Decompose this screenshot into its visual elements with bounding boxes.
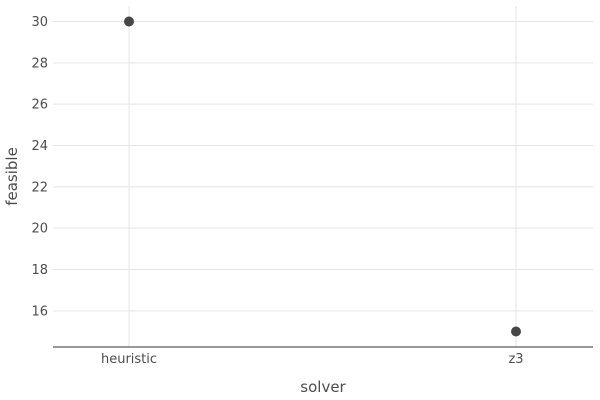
y-tick-label: 26 [31, 98, 48, 113]
y-tick-label: 22 [31, 180, 48, 195]
y-tick-label: 28 [31, 56, 48, 71]
x-axis-title: solver [300, 378, 346, 396]
data-point-z3 [511, 326, 521, 337]
y-tick-label: 16 [31, 304, 48, 319]
x-tick-label: z3 [508, 352, 523, 367]
y-tick-labels: 16 18 20 22 24 26 28 30 [31, 15, 48, 319]
y-tick-label: 24 [31, 139, 48, 154]
y-tick-label: 20 [31, 222, 48, 237]
data-points [124, 16, 521, 337]
x-tick-label: heuristic [101, 352, 157, 367]
y-tick-label: 18 [31, 263, 48, 278]
grid-layer [53, 6, 593, 347]
y-tick-label: 30 [31, 15, 48, 30]
x-tick-labels: heuristic z3 [101, 352, 524, 367]
data-point-heuristic [124, 16, 134, 27]
y-axis-title: feasible [3, 147, 21, 206]
